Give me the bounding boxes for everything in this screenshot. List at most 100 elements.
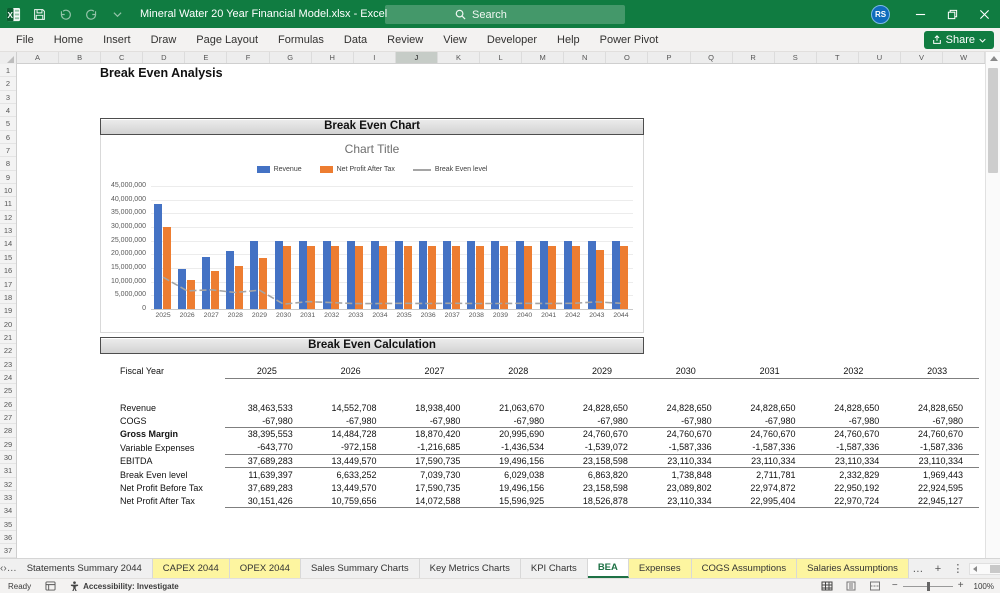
- column-header-W[interactable]: W: [943, 52, 986, 63]
- table-row-variable-expenses[interactable]: Variable Expenses -643,770 -972,158 -1,216,…: [100, 441, 979, 455]
- revenue-bar-2033[interactable]: [346, 241, 355, 309]
- row-header-22[interactable]: 22: [0, 344, 16, 358]
- column-header-P[interactable]: P: [648, 52, 691, 63]
- redo-icon[interactable]: [78, 0, 104, 28]
- revenue-bar-2041[interactable]: [539, 241, 548, 309]
- row-header-29[interactable]: 29: [0, 438, 16, 451]
- revenue-bar-2042[interactable]: [563, 241, 572, 309]
- vertical-scroll-thumb[interactable]: [988, 68, 998, 173]
- ribbon-tab-home[interactable]: Home: [53, 33, 84, 46]
- column-header-K[interactable]: K: [438, 52, 481, 63]
- horizontal-scroll-thumb[interactable]: [989, 564, 1000, 573]
- sheet-tab-opex-2044[interactable]: OPEX 2044: [229, 559, 301, 578]
- net-profit-bar-2036[interactable]: [427, 246, 436, 309]
- revenue-bar-2025[interactable]: [154, 203, 162, 309]
- revenue-bar-2038[interactable]: [467, 241, 476, 309]
- table-row-revenue[interactable]: Revenue 38,463,533 14,552,708 18,938,400 21,…: [100, 401, 979, 414]
- ribbon-tab-draw[interactable]: Draw: [150, 33, 177, 46]
- revenue-bar-2029[interactable]: [250, 241, 259, 309]
- zoom-out-icon[interactable]: −: [891, 580, 898, 591]
- row-header-26[interactable]: 26: [0, 398, 16, 411]
- net-profit-bar-2031[interactable]: [307, 246, 316, 309]
- row-header-37[interactable]: 37: [0, 544, 16, 558]
- row-header-8[interactable]: 8: [0, 157, 16, 171]
- table-row-break-even-level[interactable]: Break Even level 11,639,397 6,633,252 7,039…: [100, 468, 979, 481]
- row-header-12[interactable]: 12: [0, 211, 16, 225]
- row-header-11[interactable]: 11: [0, 197, 16, 211]
- row-header-7[interactable]: 7: [0, 144, 16, 158]
- row-header-14[interactable]: 14: [0, 237, 16, 251]
- column-header-B[interactable]: B: [59, 52, 102, 63]
- tab-list-ellipsis-icon[interactable]: …: [6, 563, 17, 574]
- row-header-19[interactable]: 19: [0, 304, 16, 318]
- net-profit-bar-2026[interactable]: [186, 279, 195, 309]
- column-header-Q[interactable]: Q: [691, 52, 733, 63]
- table-row-net-profit-before-tax[interactable]: Net Profit Before Tax 37,689,283 13,449,57…: [100, 481, 979, 494]
- net-profit-bar-2037[interactable]: [451, 246, 460, 309]
- net-profit-bar-2033[interactable]: [355, 246, 364, 309]
- sheet-tab-bea[interactable]: BEA: [587, 559, 629, 578]
- share-button[interactable]: Share: [923, 31, 994, 49]
- sheet-tab-cogs-assumptions[interactable]: COGS Assumptions: [691, 559, 798, 578]
- user-avatar[interactable]: RS: [871, 4, 890, 24]
- row-header-16[interactable]: 16: [0, 264, 16, 278]
- sheet-tab-kpi-charts[interactable]: KPI Charts: [521, 559, 588, 578]
- excel-app-icon[interactable]: X: [0, 0, 26, 28]
- ribbon-tab-data[interactable]: Data: [343, 33, 368, 46]
- revenue-bar-2026[interactable]: [178, 269, 187, 309]
- quick-access-customize-icon[interactable]: [104, 0, 130, 28]
- new-sheet-button[interactable]: +: [934, 562, 942, 575]
- net-profit-bar-2043[interactable]: [596, 250, 605, 309]
- accessibility-icon[interactable]: [70, 581, 79, 591]
- zoom-slider-thumb[interactable]: [926, 581, 930, 591]
- row-header-34[interactable]: 34: [0, 504, 16, 518]
- row-header-18[interactable]: 18: [0, 291, 16, 305]
- row-header-25[interactable]: 25: [0, 384, 16, 398]
- net-profit-bar-2025[interactable]: [162, 226, 171, 309]
- tab-scroll-left-icon[interactable]: ‹: [0, 563, 4, 574]
- column-header-C[interactable]: C: [101, 52, 144, 63]
- row-header-32[interactable]: 32: [0, 478, 16, 491]
- page-break-view-icon[interactable]: [868, 581, 882, 592]
- break-even-chart[interactable]: Chart Title Revenue Net Profit After Tax…: [100, 135, 644, 333]
- revenue-bar-2036[interactable]: [419, 241, 428, 309]
- net-profit-bar-2040[interactable]: [524, 246, 532, 309]
- table-row-cogs[interactable]: COGS -67,980 -67,980 -67,980 -67,980 -67,980-…: [100, 414, 979, 428]
- row-header-20[interactable]: 20: [0, 318, 16, 331]
- undo-icon[interactable]: [52, 0, 78, 28]
- row-header-30[interactable]: 30: [0, 451, 16, 465]
- revenue-bar-2032[interactable]: [322, 241, 331, 309]
- ribbon-tab-review[interactable]: Review: [387, 33, 424, 46]
- row-header-13[interactable]: 13: [0, 224, 16, 238]
- sheet-tab-capex-2044[interactable]: CAPEX 2044: [152, 559, 230, 578]
- macro-record-icon[interactable]: [45, 581, 56, 591]
- tab-scroll-right-icon[interactable]: ›: [3, 563, 7, 574]
- revenue-bar-2044[interactable]: [611, 241, 620, 309]
- column-header-R[interactable]: R: [733, 52, 775, 63]
- row-header-24[interactable]: 24: [0, 371, 16, 385]
- revenue-bar-2035[interactable]: [395, 241, 403, 309]
- row-header-28[interactable]: 28: [0, 424, 16, 438]
- restore-button[interactable]: [936, 0, 968, 28]
- table-row-net-profit-after-tax[interactable]: Net Profit After Tax 30,151,426 10,759,656…: [100, 495, 979, 509]
- ribbon-tab-insert[interactable]: Insert: [103, 33, 131, 46]
- row-header-1[interactable]: 1: [0, 64, 16, 78]
- row-header-33[interactable]: 33: [0, 491, 16, 505]
- net-profit-bar-2029[interactable]: [258, 258, 267, 309]
- row-header-31[interactable]: 31: [0, 464, 16, 478]
- row-header-36[interactable]: 36: [0, 531, 16, 545]
- sheet-tab-statements-summary-2044[interactable]: Statements Summary 2044: [17, 559, 153, 578]
- net-profit-bar-2028[interactable]: [234, 266, 243, 309]
- row-header-15[interactable]: 15: [0, 251, 16, 265]
- column-header-F[interactable]: F: [227, 52, 270, 63]
- horizontal-scrollbar[interactable]: [968, 562, 1000, 575]
- column-header-L[interactable]: L: [480, 52, 523, 63]
- break-even-level-line[interactable]: [151, 186, 633, 309]
- net-profit-bar-2041[interactable]: [548, 246, 557, 309]
- net-profit-bar-2038[interactable]: [475, 246, 484, 309]
- revenue-bar-2039[interactable]: [491, 241, 500, 309]
- column-header-U[interactable]: U: [859, 52, 901, 63]
- table-row-ebitda[interactable]: EBITDA 37,689,283 13,449,570 17,590,735 19,4…: [100, 455, 979, 468]
- ribbon-tab-power-pivot[interactable]: Power Pivot: [599, 33, 659, 46]
- net-profit-bar-2035[interactable]: [403, 246, 412, 309]
